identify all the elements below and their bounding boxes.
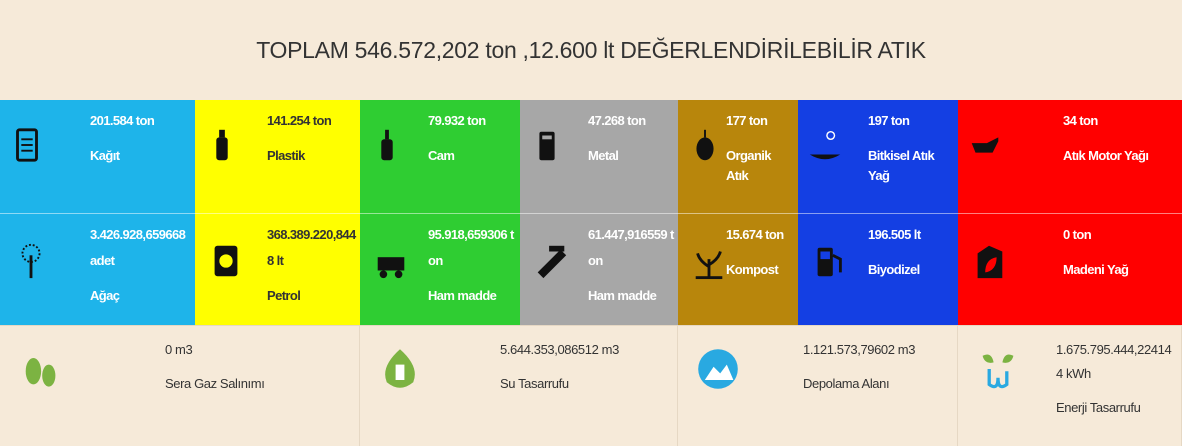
tile-label: Ham madde	[428, 288, 497, 303]
tile-text: 95.918,659306 ton Ham madde	[428, 222, 516, 306]
waste-tile: 61.447,916559 ton Ham madde	[520, 213, 678, 325]
tile-text: 3.426.928,659668 adet Ağaç	[90, 222, 191, 306]
icon	[381, 129, 393, 161]
saving-value: 5.644.353,086512 m3	[500, 342, 619, 357]
tile-label: Metal	[588, 148, 619, 163]
saving-value: 0 m3	[165, 342, 193, 357]
tile-label: Organik Atık	[726, 148, 772, 183]
saving-tile: 1.121.573,79602 m3 Depolama Alanı	[678, 325, 958, 446]
tile-value: 177 ton	[726, 113, 768, 128]
icon	[977, 245, 1003, 279]
saving-label: Depolama Alanı	[803, 376, 890, 391]
saving-label: Enerji Tasarrufu	[1056, 400, 1141, 415]
waste-tile: 368.389.220,8448 lt Petrol	[195, 213, 360, 325]
icon	[695, 251, 723, 280]
saving-tile: 5.644.353,086512 m3 Su Tasarrufu	[360, 325, 678, 446]
tile-text: 177 ton Organik Atık	[726, 108, 794, 186]
saving-tile: 1.675.795.444,224144 kWh Enerji Tasarrufu	[958, 325, 1182, 446]
tile-text: 15.674 ton Kompost	[726, 222, 794, 280]
title: TOPLAM 546.572,202 ton ,12.600 lt DEĞERL…	[256, 37, 926, 63]
tile-value: 196.505 lt	[868, 227, 921, 242]
waste-tile: 34 ton Atık Motor Yağı	[958, 100, 1182, 213]
tile-value: 0 ton	[1063, 227, 1092, 242]
tile-label: Ağaç	[90, 288, 120, 303]
tile-value: 79.932 ton	[428, 113, 486, 128]
tile-value: 141.254 ton	[267, 113, 332, 128]
tile-text: 34 ton Atık Motor Yağı	[1063, 108, 1178, 166]
tile-text: 141.254 ton Plastik	[267, 108, 356, 166]
tile-text: 79.932 ton Cam	[428, 108, 516, 166]
saving-value: 1.675.795.444,224144 kWh	[1056, 342, 1172, 381]
waste-tile: 47.268 ton Metal	[520, 100, 678, 213]
saving-text: 1.675.795.444,224144 kWh Enerji Tasarrufu	[1056, 338, 1174, 415]
tile-value: 34 ton	[1063, 113, 1098, 128]
tile-value: 47.268 ton	[588, 113, 646, 128]
tile-value: 15.674 ton	[726, 227, 784, 242]
tile-value: 3.426.928,659668 adet	[90, 227, 186, 268]
waste-tile: 95.918,659306 ton Ham madde	[360, 213, 520, 325]
saving-label: Su Tasarrufu	[500, 376, 569, 391]
waste-tile: 0 ton Madeni Yağ	[958, 213, 1182, 325]
tile-text: 47.268 ton Metal	[588, 108, 674, 166]
saving-value: 1.121.573,79602 m3	[803, 342, 916, 357]
tile-value: 95.918,659306 ton	[428, 227, 514, 268]
icon	[537, 245, 567, 279]
tile-value: 197 ton	[868, 113, 910, 128]
tile-label: Madeni Yağ	[1063, 262, 1129, 277]
icon	[377, 257, 405, 279]
waste-tile: 141.254 ton Plastik	[195, 100, 360, 213]
tile-text: 0 ton Madeni Yağ	[1063, 222, 1178, 280]
icon	[21, 243, 41, 279]
icon	[698, 349, 738, 389]
saving-text: 0 m3 Sera Gaz Salınımı	[165, 338, 352, 391]
tile-text: 368.389.220,8448 lt Petrol	[267, 222, 356, 306]
icon	[971, 137, 999, 153]
saving-text: 1.121.573,79602 m3 Depolama Alanı	[803, 338, 950, 391]
icon	[385, 349, 415, 388]
saving-text: 5.644.353,086512 m3 Su Tasarrufu	[500, 338, 670, 391]
icon	[214, 245, 238, 277]
icon	[16, 128, 38, 162]
tile-label: Plastik	[267, 148, 305, 163]
tile-label: Biyodizel	[868, 262, 920, 277]
waste-tile: 79.932 ton Cam	[360, 100, 520, 213]
tile-text: 197 ton Bitkisel Atık Yağ	[868, 108, 954, 186]
waste-tile: 15.674 ton Kompost	[678, 213, 798, 325]
icon	[25, 358, 56, 387]
waste-tile: 196.505 lt Biyodizel	[798, 213, 958, 325]
tile-label: Cam	[428, 148, 455, 163]
tile-value: 61.447,916559 ton	[588, 227, 674, 268]
tile-label: Ham madde	[588, 288, 657, 303]
icon	[696, 129, 714, 161]
tile-value: 201.584 ton	[90, 113, 155, 128]
waste-tile: 197 ton Bitkisel Atık Yağ	[798, 100, 958, 213]
icon	[982, 354, 1014, 389]
tile-text: 196.505 lt Biyodizel	[868, 222, 954, 280]
waste-tile: 201.584 ton Kağıt	[0, 100, 195, 213]
icon	[539, 131, 555, 161]
tile-label: Atık Motor Yağı	[1063, 148, 1149, 163]
saving-tile: 0 m3 Sera Gaz Salınımı	[0, 325, 360, 446]
saving-label: Sera Gaz Salınımı	[165, 376, 265, 391]
tile-text: 201.584 ton Kağıt	[90, 108, 191, 166]
waste-tile: 177 ton Organik Atık	[678, 100, 798, 213]
tile-label: Petrol	[267, 288, 301, 303]
icon	[809, 130, 841, 160]
waste-tile: 3.426.928,659668 adet Ağaç	[0, 213, 195, 325]
tile-label: Kağıt	[90, 148, 120, 163]
icon	[216, 129, 228, 161]
tile-value: 368.389.220,8448 lt	[267, 227, 356, 268]
tile-label: Bitkisel Atık Yağ	[868, 148, 935, 183]
icon	[817, 247, 842, 277]
tile-text: 61.447,916559 ton Ham madde	[588, 222, 674, 306]
tile-label: Kompost	[726, 262, 779, 277]
